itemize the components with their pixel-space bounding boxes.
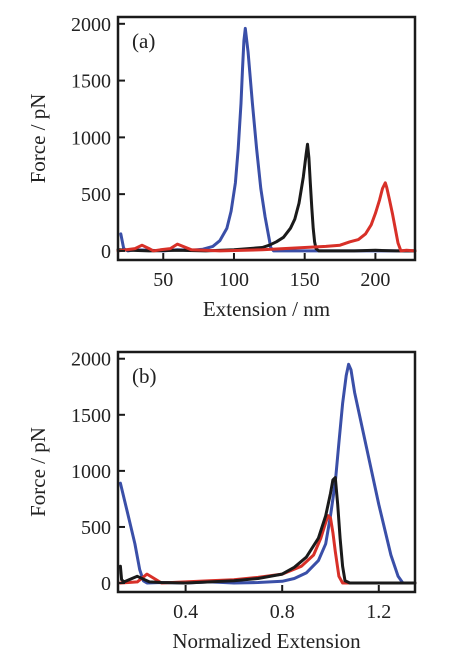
y-tick-label: 2000 (71, 349, 111, 371)
x-tick-label: 100 (219, 269, 249, 291)
x-tick-label: 200 (360, 269, 390, 291)
y-tick-label: 500 (81, 184, 111, 206)
panel-a: 50 100 150 2000500100015002000(a)Extension … (26, 14, 417, 321)
y-axis-title: Force / pN (26, 427, 50, 517)
y-tick-label: 1500 (71, 71, 111, 93)
panel-b: 0.4 0.8 1.2 0 500 1000 1500 2000 (b) Normalized E… (26, 349, 417, 653)
y-tick-label: 1500 (71, 405, 111, 427)
plot-frame (116, 15, 417, 262)
y-axis-title: Force / pN (26, 94, 50, 184)
series-line-2 (118, 514, 417, 585)
y-tick-label: 0 (101, 241, 111, 263)
panel-label: (b) (132, 364, 157, 388)
x-tick-label: 150 (290, 269, 320, 291)
plot-frame (116, 350, 417, 594)
y-tick-label: 2000 (71, 14, 111, 36)
series-line-3 (118, 476, 417, 585)
x-axis-title: Extension / nm (203, 297, 330, 321)
panel-label: (a) (132, 29, 155, 53)
y-tick-label: 1000 (71, 127, 111, 149)
y-tick-label: 1000 (71, 461, 111, 483)
series-line-2 (116, 142, 417, 253)
y-tick-label: 0 (101, 573, 111, 595)
y-tick-label: 500 (81, 517, 111, 539)
x-axis-title: Normalized Extension (172, 629, 361, 653)
x-tick-label: 50 (153, 269, 173, 291)
x-tick-label: 0.8 (270, 601, 295, 623)
series-line-1 (119, 26, 417, 253)
x-tick-label: 0.4 (173, 601, 198, 623)
series-line-1 (118, 362, 417, 585)
x-tick-label: 1.2 (366, 601, 391, 623)
series-line-3 (116, 181, 417, 253)
